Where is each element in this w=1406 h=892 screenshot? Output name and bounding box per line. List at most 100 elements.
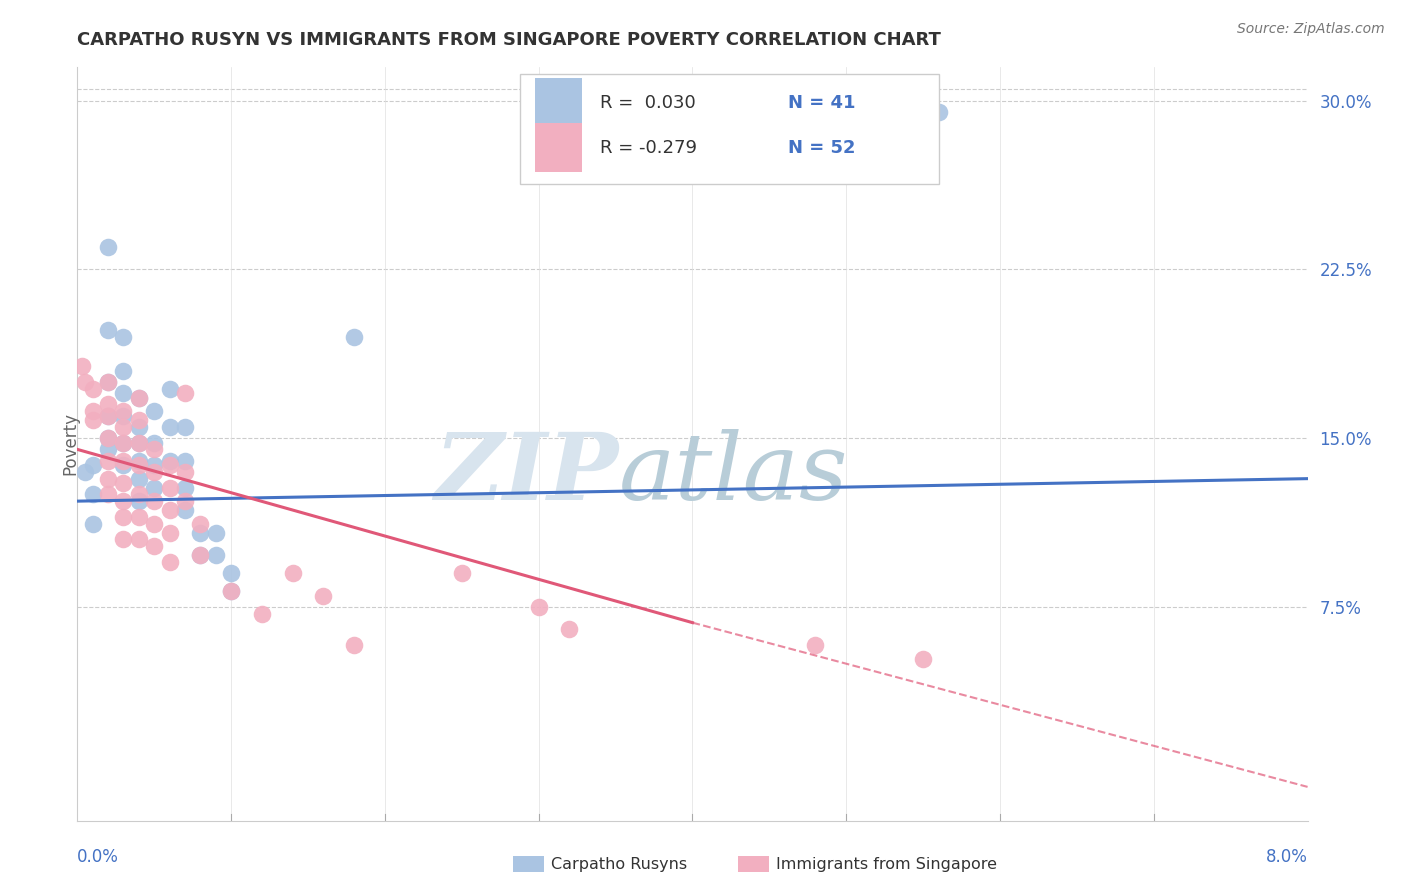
Text: Carpatho Rusyns: Carpatho Rusyns (551, 857, 688, 871)
Point (97, 453, 120, 467)
Point (112, 494, 135, 508)
Point (112, 453, 135, 467)
Point (219, 584, 242, 599)
Point (143, 458, 166, 472)
Point (190, 516, 212, 531)
Point (558, 623, 581, 637)
Point (204, 525, 226, 540)
Point (204, 548, 226, 562)
Text: R =  0.030: R = 0.030 (600, 94, 696, 112)
Point (527, 599, 550, 614)
Point (97, 472, 120, 486)
Point (159, 555, 181, 569)
Point (143, 539, 166, 553)
Point (82, 413, 104, 427)
Point (112, 386, 135, 401)
Text: ZIP: ZIP (434, 429, 619, 519)
Point (128, 391, 150, 405)
Text: Immigrants from Singapore: Immigrants from Singapore (776, 857, 997, 871)
Point (82, 404, 104, 418)
Point (159, 503, 181, 517)
Point (112, 404, 135, 418)
Point (159, 525, 181, 540)
Text: CARPATHO RUSYN VS IMMIGRANTS FROM SINGAPORE POVERTY CORRELATION CHART: CARPATHO RUSYN VS IMMIGRANTS FROM SINGAP… (77, 31, 941, 49)
Point (112, 364, 135, 378)
Point (112, 458, 135, 472)
Point (112, 435, 135, 450)
Point (112, 509, 135, 524)
Point (174, 494, 197, 508)
Point (82, 487, 104, 501)
Point (112, 533, 135, 547)
Point (73, 465, 96, 479)
Point (174, 420, 197, 434)
Point (97, 431, 120, 445)
Point (143, 465, 166, 479)
Text: atlas: atlas (619, 429, 848, 519)
Text: N = 52: N = 52 (789, 139, 856, 157)
Text: Poverty: Poverty (60, 412, 79, 475)
Point (159, 382, 181, 396)
Point (128, 420, 150, 434)
Point (190, 525, 212, 540)
Text: Source: ZipAtlas.com: Source: ZipAtlas.com (1237, 22, 1385, 37)
Point (928, 104, 950, 119)
Point (97, 375, 120, 389)
Point (174, 481, 197, 495)
FancyBboxPatch shape (520, 74, 939, 184)
Point (82, 458, 104, 472)
Point (281, 566, 304, 581)
Point (128, 487, 150, 501)
Point (128, 413, 150, 427)
Text: 8.0%: 8.0% (1265, 847, 1308, 865)
Point (128, 458, 150, 472)
Point (112, 476, 135, 491)
Point (128, 435, 150, 450)
Point (159, 458, 181, 472)
Point (159, 420, 181, 434)
Point (128, 453, 150, 467)
Point (143, 516, 166, 531)
Point (343, 638, 366, 652)
Point (82, 382, 104, 396)
Point (174, 465, 197, 479)
Point (159, 453, 181, 467)
Point (143, 494, 166, 508)
Point (128, 472, 150, 486)
Point (143, 404, 166, 418)
Point (112, 330, 135, 344)
Point (128, 391, 150, 405)
Point (73, 375, 96, 389)
Point (159, 481, 181, 495)
Point (219, 584, 242, 599)
Point (97, 397, 120, 411)
Point (97, 240, 120, 254)
Point (128, 435, 150, 450)
Point (912, 651, 935, 665)
Point (804, 638, 827, 652)
Point (112, 409, 135, 423)
Point (143, 435, 166, 450)
Point (250, 607, 273, 621)
Point (128, 509, 150, 524)
Point (143, 442, 166, 457)
Point (128, 494, 150, 508)
Bar (536, 123, 582, 172)
Point (128, 533, 150, 547)
Point (190, 548, 212, 562)
Point (190, 548, 212, 562)
Point (174, 453, 197, 467)
Point (82, 516, 104, 531)
Point (343, 330, 366, 344)
Point (112, 420, 135, 434)
Point (97, 409, 120, 423)
Point (112, 435, 135, 450)
Point (219, 566, 242, 581)
Point (97, 323, 120, 337)
Text: R = -0.279: R = -0.279 (600, 139, 697, 157)
Text: 0.0%: 0.0% (77, 847, 120, 865)
Point (312, 589, 335, 603)
Point (97, 442, 120, 457)
Point (70, 359, 93, 373)
Point (450, 566, 472, 581)
